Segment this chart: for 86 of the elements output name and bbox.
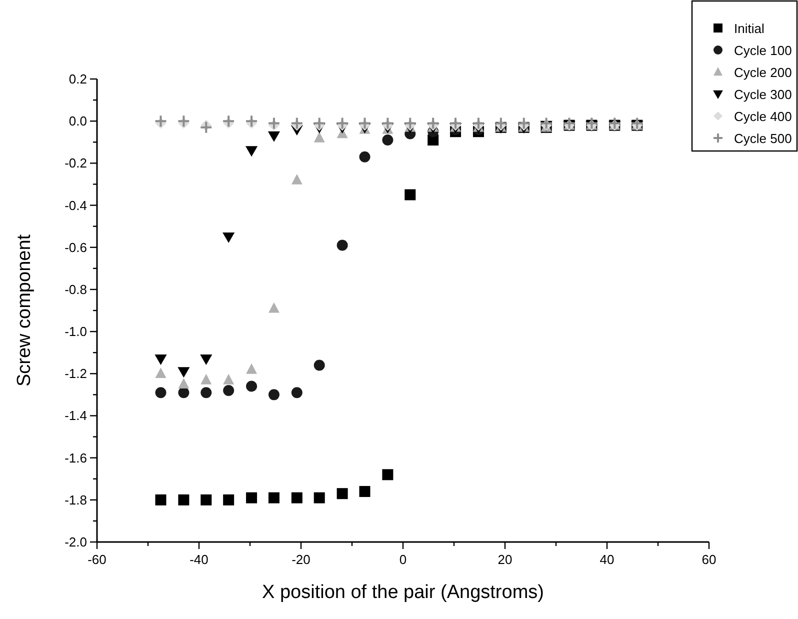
- y-tick-label: -1.2: [64, 366, 87, 382]
- point: [245, 114, 258, 128]
- point: [245, 146, 258, 157]
- point: [312, 116, 326, 130]
- x-tick-label: -60: [88, 552, 106, 567]
- legend-label: Initial: [734, 21, 764, 36]
- legend-label: Cycle 100: [734, 43, 792, 58]
- point: [517, 116, 530, 130]
- y-tick-label: -0.2: [64, 156, 87, 171]
- point: [200, 374, 212, 384]
- legend-label: Cycle 400: [734, 109, 792, 124]
- point: [608, 116, 622, 130]
- point: [382, 469, 394, 480]
- legend-label: Cycle 200: [734, 65, 792, 80]
- point: [223, 384, 234, 396]
- point: [222, 232, 235, 243]
- point: [381, 116, 394, 130]
- point: [200, 494, 212, 506]
- point: [178, 367, 190, 378]
- legend-label: Cycle 500: [734, 131, 792, 146]
- point: [155, 368, 166, 378]
- point: [268, 302, 280, 313]
- y-tick-label: -0.4: [64, 198, 87, 213]
- y-tick-label: -1.4: [64, 408, 87, 424]
- point: [223, 374, 234, 384]
- x-axis-title: X position of the pair (Angstroms): [262, 582, 544, 603]
- point: [291, 387, 302, 398]
- point: [336, 116, 349, 130]
- point: [426, 116, 440, 130]
- point: [562, 116, 576, 130]
- point: [246, 380, 258, 392]
- point: [246, 492, 258, 504]
- point: [358, 116, 372, 130]
- point: [246, 363, 258, 374]
- point: [314, 132, 325, 142]
- point: [200, 387, 212, 398]
- point: [494, 116, 508, 130]
- point: [268, 492, 280, 504]
- point: [630, 116, 644, 130]
- x-tick-label: 20: [498, 552, 512, 567]
- point: [154, 354, 167, 365]
- x-tick-label: -40: [190, 552, 208, 567]
- point: [382, 134, 394, 146]
- point: [359, 486, 370, 497]
- y-axis-title: Screw component: [14, 234, 35, 387]
- point: [200, 120, 213, 134]
- point: [290, 116, 304, 130]
- point: [155, 387, 166, 398]
- point: [200, 354, 212, 365]
- point: [268, 131, 280, 142]
- y-tick-label: -1.8: [64, 492, 87, 508]
- y-tick-label: -2.0: [64, 534, 87, 550]
- point: [336, 240, 348, 251]
- point: [291, 492, 302, 504]
- x-tick-label: 60: [702, 552, 716, 567]
- x-tick-label: -20: [292, 552, 310, 567]
- point: [178, 387, 190, 398]
- point: [155, 494, 166, 506]
- point: [585, 116, 598, 130]
- point: [449, 116, 462, 130]
- point: [404, 189, 416, 200]
- point: [268, 389, 280, 400]
- point: [222, 114, 236, 128]
- point: [314, 360, 325, 371]
- point: [359, 151, 370, 162]
- point: [404, 116, 417, 130]
- point: [314, 492, 325, 504]
- y-tick-label: -0.6: [64, 240, 87, 255]
- point: [177, 114, 190, 128]
- y-tick-label: -0.8: [64, 282, 87, 297]
- y-tick-label: -1.6: [64, 450, 87, 466]
- point: [154, 114, 168, 128]
- y-tick-label: -1.0: [64, 324, 87, 340]
- point: [472, 116, 485, 130]
- point: [267, 116, 280, 130]
- x-tick-label: 40: [600, 552, 614, 567]
- x-tick-label: 0: [399, 552, 407, 567]
- point: [223, 494, 234, 506]
- point: [291, 174, 302, 184]
- point: [336, 488, 348, 500]
- legend-label: Cycle 300: [734, 87, 792, 102]
- y-tick-label: 0.2: [68, 72, 87, 86]
- point: [178, 494, 190, 506]
- point: [178, 378, 190, 389]
- y-tick-label: 0.0: [68, 114, 87, 129]
- point: [540, 116, 553, 130]
